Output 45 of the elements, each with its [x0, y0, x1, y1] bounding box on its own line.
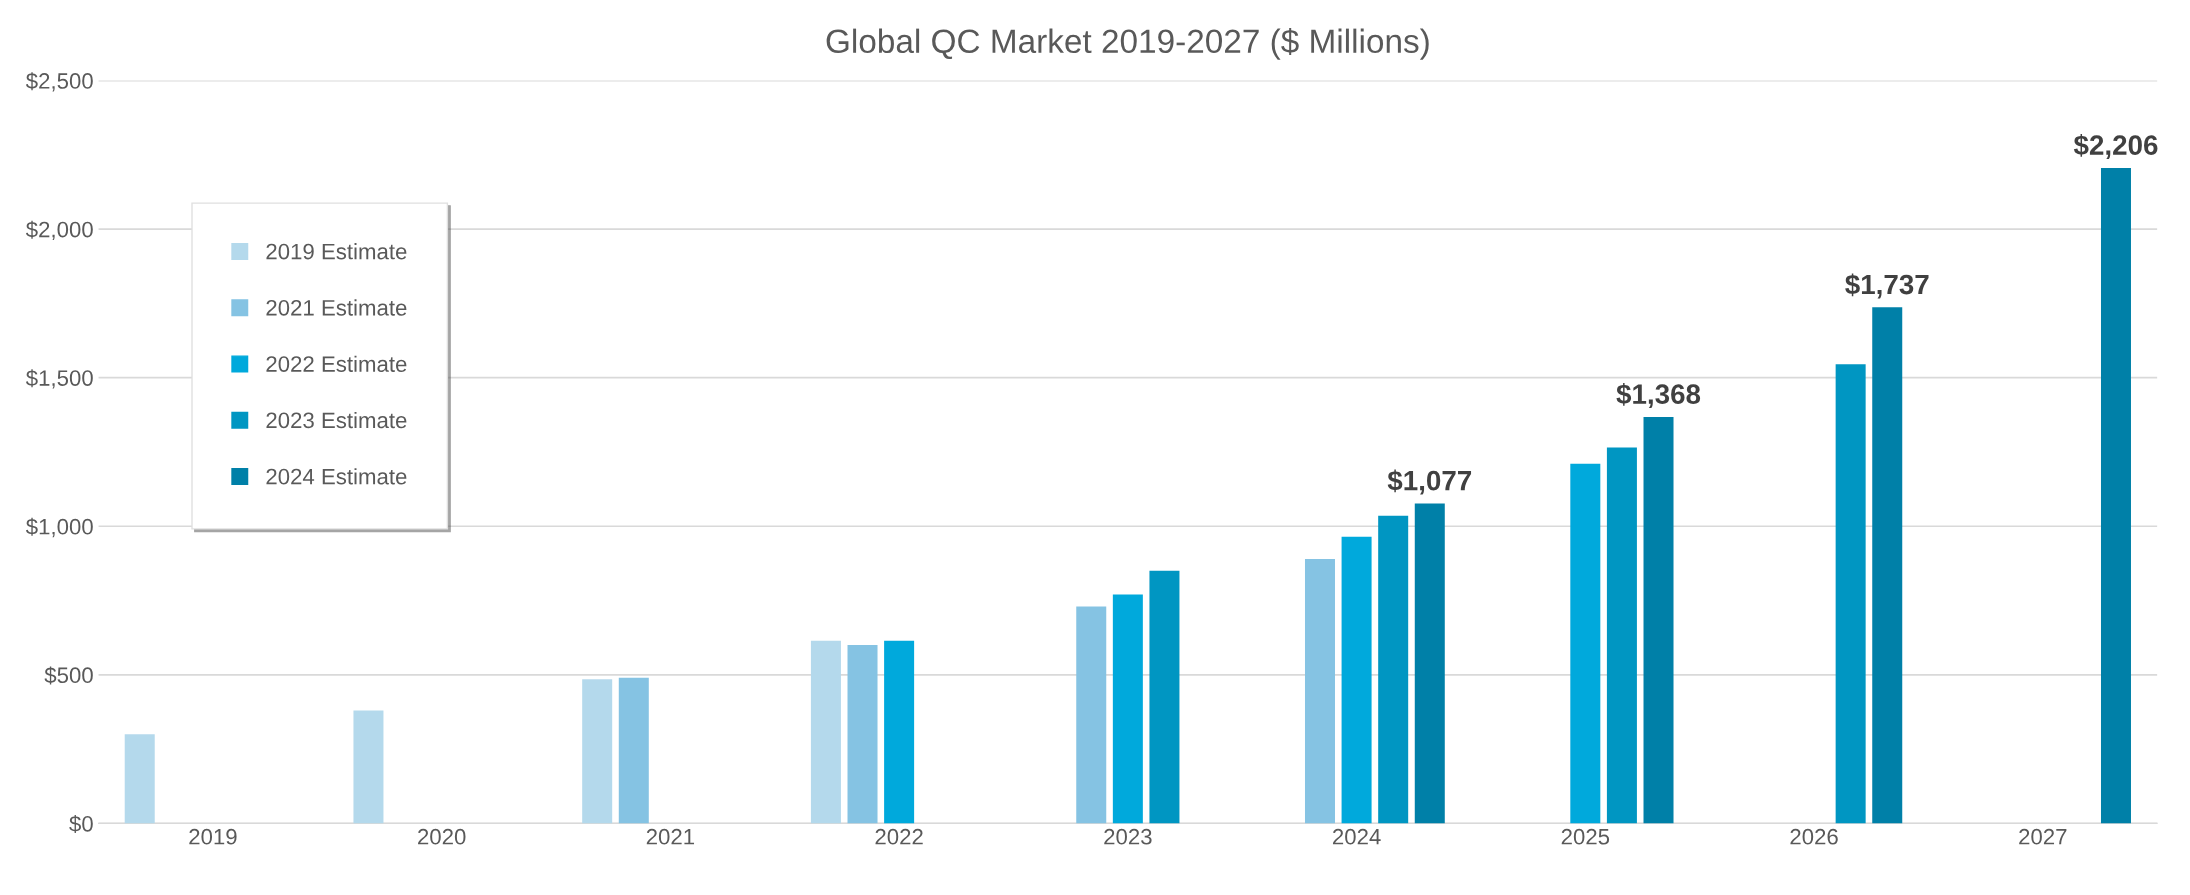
chart-title: Global QC Market 2019-2027 ($ Millions): [826, 28, 1429, 60]
x-tick-label: 2027: [2019, 828, 2067, 845]
bar: [1378, 515, 1409, 824]
x-tick-label: 2025: [1561, 828, 1610, 845]
bar: [2100, 167, 2131, 824]
x-tick-label: 2026: [1790, 828, 1838, 845]
data-label: $1,077: [1387, 469, 1472, 495]
x-tick-label: 2019: [189, 828, 237, 845]
bar: [1643, 416, 1674, 824]
bar: [1076, 606, 1107, 824]
data-label: $1,368: [1616, 383, 1701, 409]
bar: [353, 710, 384, 824]
bar: [1570, 463, 1601, 824]
bar: [1872, 307, 1903, 824]
x-tick-label: 2021: [646, 828, 695, 845]
data-label: $1,737: [1845, 273, 1929, 299]
y-tick-label: $1,500: [25, 369, 93, 389]
legend-label: 2023 Estimate: [266, 411, 407, 429]
y-tick-label: $500: [44, 666, 93, 685]
bar: [1112, 594, 1143, 824]
bar: [1149, 570, 1180, 824]
bar: [1414, 503, 1445, 824]
bar: [1835, 364, 1866, 824]
bar: [1341, 536, 1372, 824]
legend-label: 2022 Estimate: [266, 355, 407, 372]
legend-label: 2021 Estimate: [266, 299, 407, 316]
bar: [582, 679, 613, 824]
y-tick-label: $2,500: [25, 72, 93, 92]
x-tick-label: 2022: [875, 828, 923, 845]
y-tick-label: $1,000: [25, 517, 93, 538]
x-tick-label: 2024: [1332, 828, 1381, 845]
bar: [1304, 558, 1335, 824]
bar: [618, 677, 649, 824]
bar: [124, 734, 155, 824]
legend-label: 2024 Estimate: [266, 468, 407, 485]
y-tick-label: $0: [69, 815, 93, 833]
y-tick-label: $2,000: [25, 220, 93, 241]
bar: [810, 640, 841, 824]
x-tick-label: 2020: [418, 828, 466, 845]
data-label: $2,206: [2073, 134, 2158, 160]
x-tick-label: 2023: [1104, 828, 1152, 845]
bar: [847, 645, 878, 824]
legend-label: 2019 Estimate: [266, 243, 407, 260]
bar: [884, 640, 915, 824]
bar: [1606, 447, 1637, 824]
